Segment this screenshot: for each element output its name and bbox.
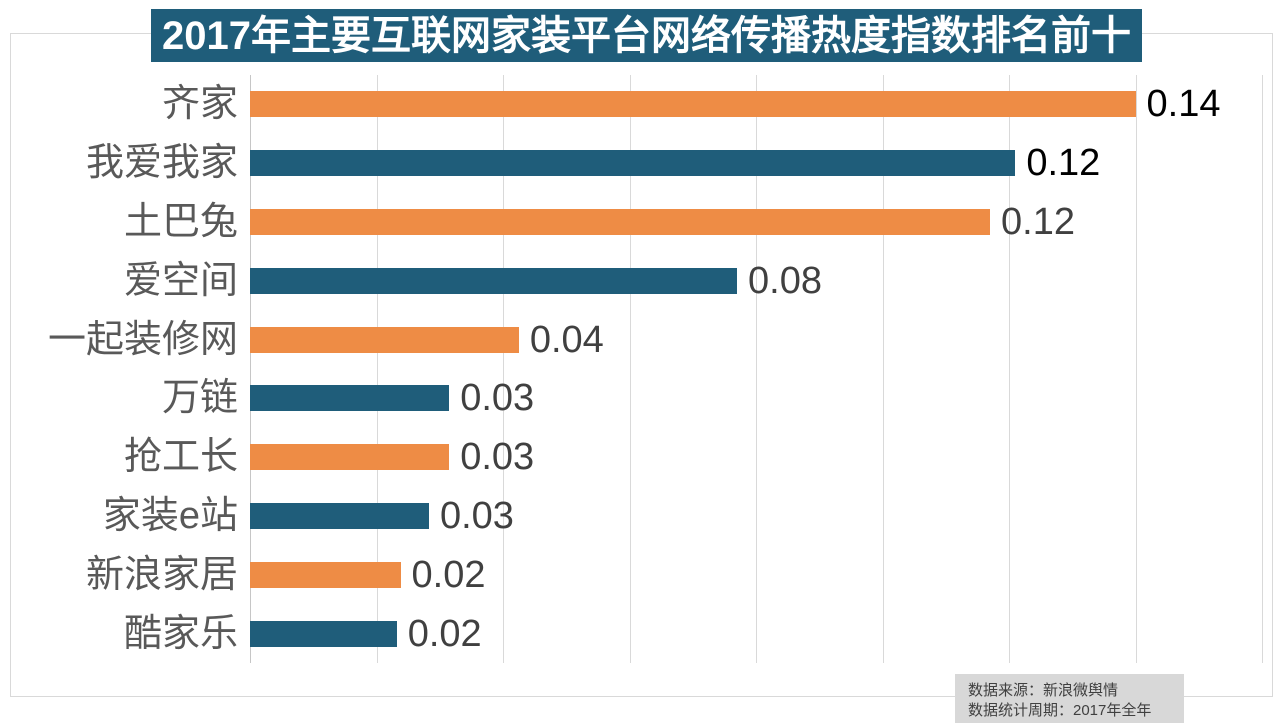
bar — [250, 91, 1136, 118]
category-label: 抢工长 — [123, 436, 238, 479]
value-label: 0.08 — [748, 259, 822, 302]
bar — [250, 385, 450, 412]
category-label: 土巴兔 — [123, 200, 238, 243]
plot-area: 0.14 0.12 0.12 0.08 0.04 0.03 0.03 0.03 0.02 0.02 — [250, 75, 1263, 663]
category-label: 新浪家居 — [85, 553, 238, 596]
gridline — [629, 75, 631, 663]
category-label: 酷家乐 — [123, 612, 238, 655]
bar-row: 0.03 — [250, 487, 1262, 546]
y-axis-line — [250, 75, 251, 663]
bar — [250, 326, 519, 353]
data-source-line: 数据来源：新浪微舆情 — [968, 682, 1119, 699]
value-label: 0.12 — [1026, 142, 1101, 185]
bar — [250, 208, 991, 235]
bar — [250, 444, 450, 471]
category-label: 万链 — [161, 377, 238, 420]
value-label: 0.12 — [1001, 200, 1075, 243]
value-label: 0.02 — [411, 553, 486, 596]
category-labels: 齐家我爱我家土巴兔爱空间一起装修网万链抢工长家装e站新浪家居酷家乐 — [10, 75, 238, 663]
chart-title-banner: 2017年主要互联网家装平台网络传播热度指数排名前十 — [151, 9, 1142, 62]
value-label: 0.02 — [407, 612, 482, 655]
bar — [250, 561, 401, 588]
value-label: 0.04 — [529, 318, 604, 361]
gridline — [1262, 75, 1263, 663]
bar-row: 0.08 — [250, 251, 1262, 310]
gridline — [756, 75, 757, 663]
bar — [250, 150, 1016, 177]
gridline — [1009, 75, 1010, 663]
bar-rows: 0.14 0.12 0.12 0.08 0.04 0.03 0.03 0.03 0.02 0.02 — [250, 75, 1262, 663]
category-label: 爱空间 — [123, 259, 238, 302]
bar-row: 0.03 — [250, 428, 1262, 487]
category-label: 家装e站 — [102, 494, 238, 537]
bar-row: 0.12 — [250, 134, 1262, 193]
bar-row: 0.14 — [250, 75, 1262, 134]
gridline — [882, 75, 884, 663]
data-period-line: 数据统计周期：2017年全年 — [968, 702, 1152, 719]
gridline — [376, 75, 378, 663]
bar — [250, 620, 397, 647]
bar — [250, 502, 429, 529]
value-label: 0.03 — [460, 377, 535, 420]
gridline — [503, 75, 504, 663]
bar — [250, 267, 738, 294]
category-label: 我爱我家 — [85, 142, 238, 185]
bar-row: 0.02 — [250, 604, 1262, 663]
bar-row: 0.03 — [250, 369, 1262, 428]
value-label: 0.14 — [1146, 83, 1221, 126]
source-note-box: 数据来源：新浪微舆情 数据统计周期：2017年全年 — [955, 674, 1184, 723]
bar-row: 0.12 — [250, 193, 1262, 252]
bar-row: 0.04 — [250, 310, 1262, 369]
gridline — [1135, 75, 1137, 663]
value-label: 0.03 — [460, 436, 535, 479]
chart-title: 2017年主要互联网家装平台网络传播热度指数排名前十 — [162, 13, 1131, 58]
value-label: 0.03 — [439, 494, 514, 537]
category-label: 一起装修网 — [47, 318, 238, 361]
bar-row: 0.02 — [250, 545, 1262, 604]
category-label: 齐家 — [161, 83, 238, 126]
